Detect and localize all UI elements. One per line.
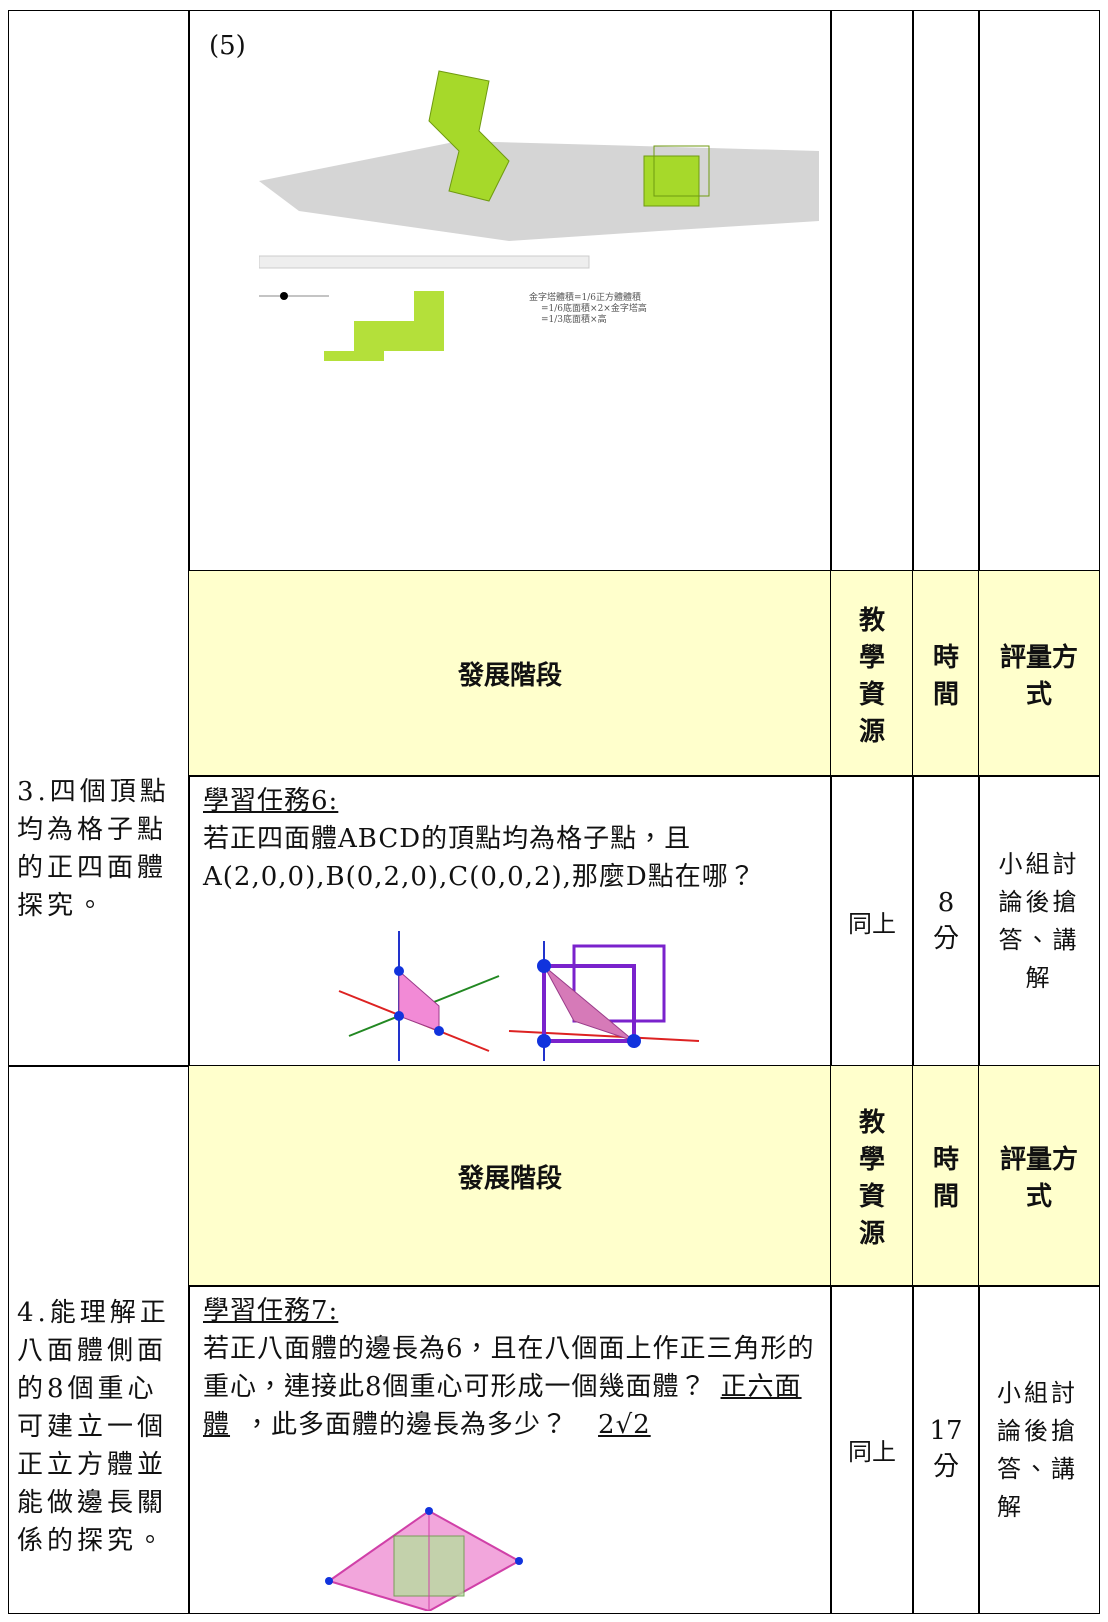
note: =1/6底面積×2×金字塔高 (541, 304, 647, 314)
objective: 4.能理解正八面體側面的8個重心可建立一個正立方體並能做邊長關係的探究。 (17, 1298, 170, 1556)
task-title: 學習任務7: (203, 1296, 339, 1326)
text: 若正八面體的邊長為6，且在八個面上作正三角形的重心，連接此8個重心可形成一個幾面… (203, 1334, 815, 1402)
objective-cell: 3.四個頂點均為格子點的正四面體探究。 (8, 10, 190, 1067)
resource: 同上 (830, 775, 914, 1067)
resource: 同上 (830, 1285, 914, 1614)
header-stage: 發展階段 (188, 1065, 832, 1287)
objective-cell: 4.能理解正八面體側面的8個重心可建立一個正立方體並能做邊長關係的探究。 (8, 1065, 190, 1614)
header-stage: 發展階段 (188, 570, 832, 777)
note: =1/3底面積×高 (541, 315, 607, 325)
task-title: 學習任務6: (203, 786, 339, 816)
figure (338, 931, 700, 1061)
assessment: 小組討論後搶答、講解 (978, 1285, 1100, 1614)
empty-cell (978, 10, 1100, 572)
header-resource: 教學資源 (830, 570, 914, 777)
note: 金字塔體積=1/6正方體體積 (529, 293, 642, 303)
figure-notes: 金字塔體積=1/6正方體體積 =1/6底面積×2×金字塔高 =1/3底面積×高 (529, 293, 647, 326)
text: ，此多面體的邊長為多少？ (244, 1410, 569, 1440)
task-cell: 學習任務7: 若正八面體的邊長為6，且在八個面上作正三角形的重心，連接此8個重心… (188, 1285, 832, 1614)
header-assessment: 評量方式 (978, 1065, 1100, 1287)
task-text: 若正四面體ABCD的頂點均為格子點，且A(2,0,0),B(0,2,0),C(0… (203, 824, 756, 892)
time: 8分 (912, 775, 980, 1067)
figure (259, 70, 819, 361)
empty-cell (830, 10, 914, 572)
objective: 3.四個頂點均為格子點的正四面體探究。 (17, 777, 170, 921)
answer: 正六面體 (203, 1372, 802, 1440)
assessment: 小組討論後搶答、講解 (978, 775, 1100, 1067)
empty-cell (912, 10, 980, 572)
header-assessment: 評量方式 (978, 570, 1100, 777)
header-resource: 教學資源 (830, 1065, 914, 1287)
header-time: 時間 (912, 1065, 980, 1287)
time: 17分 (912, 1285, 980, 1614)
figure-cell: (5) 金字塔體積=1/6正方體體積 =1/6底面積×2×金字塔高 =1/3底面… (188, 10, 832, 572)
task-text: 若正八面體的邊長為6，且在八個面上作正三角形的重心，連接此8個重心可形成一個幾面… (203, 1330, 817, 1444)
figure (325, 1507, 523, 1611)
task-cell: 學習任務6: 若正四面體ABCD的頂點均為格子點，且A(2,0,0),B(0,2… (188, 775, 832, 1067)
answer: 2√2 (598, 1410, 651, 1440)
header-time: 時間 (912, 570, 980, 777)
figure-label: (5) (209, 31, 246, 61)
